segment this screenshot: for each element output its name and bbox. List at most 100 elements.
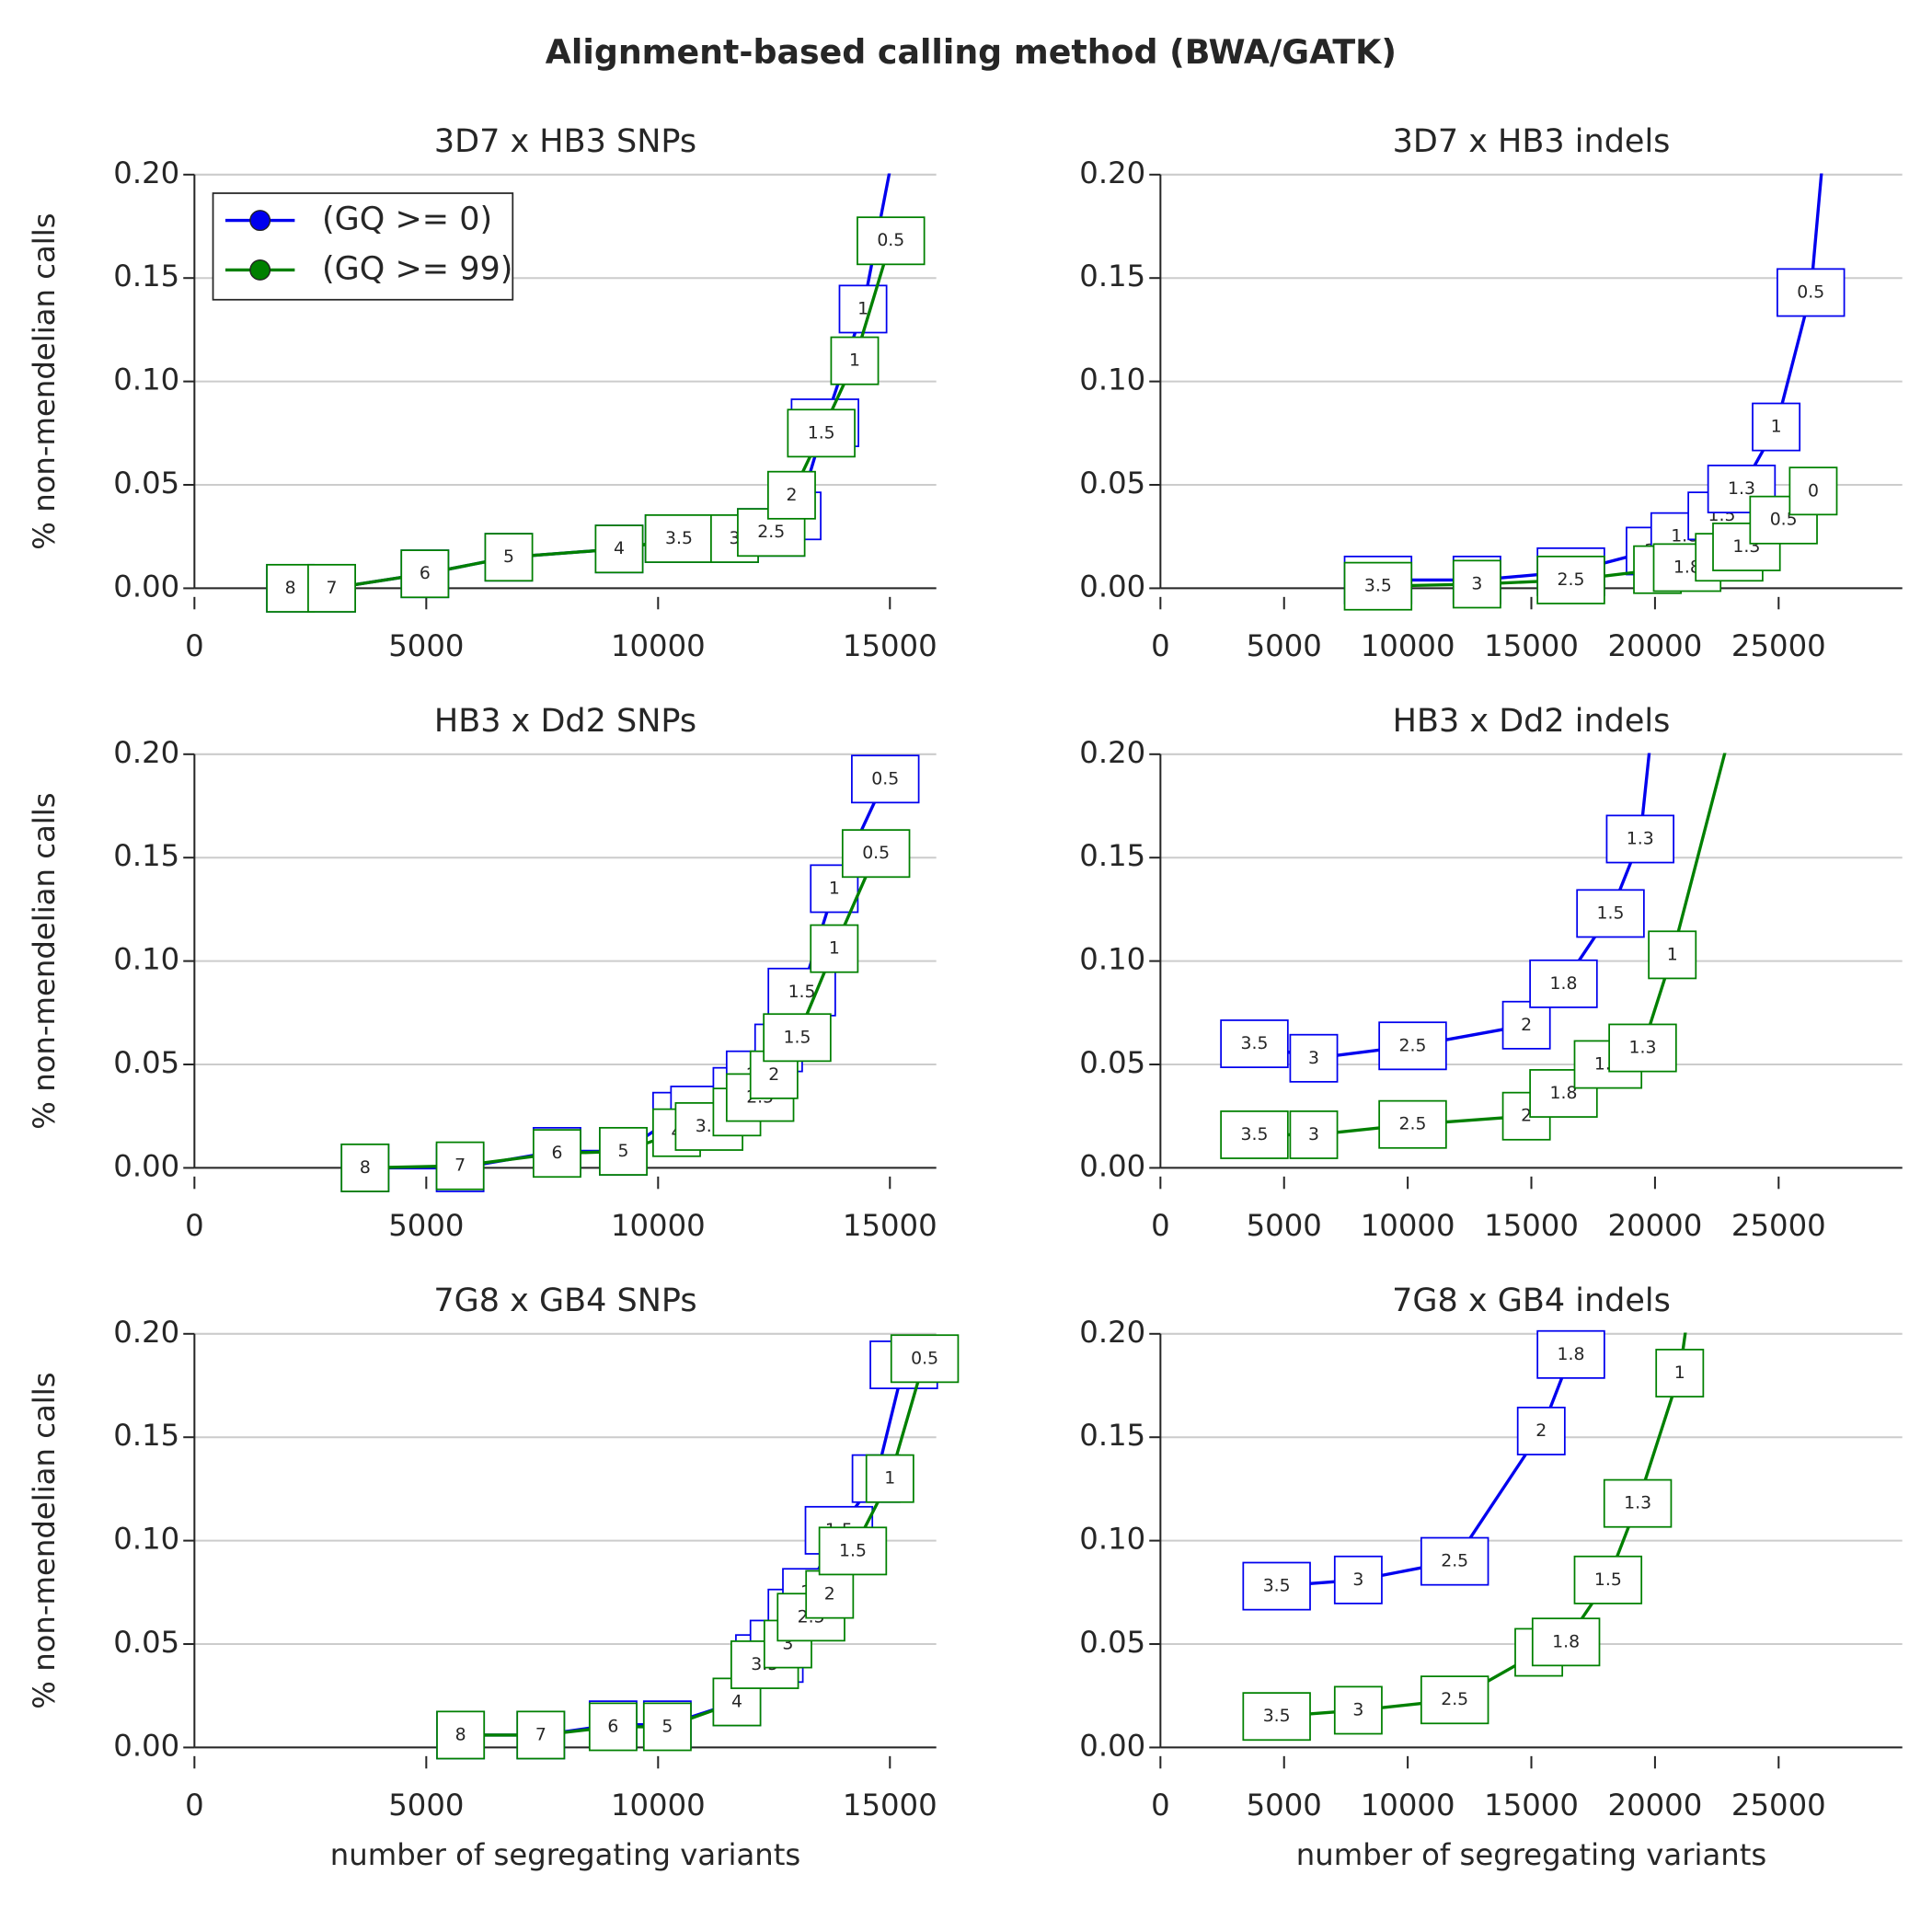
point-label: 0.5 [862, 844, 890, 863]
x-tick-label: 0 [1151, 1208, 1170, 1243]
point-label: 1.5 [788, 983, 816, 1002]
x-tick-label: 25000 [1731, 628, 1826, 663]
point-box [642, 1702, 692, 1752]
x-tick-label: 15000 [843, 1788, 937, 1823]
y-axis-label: % non-mendelian calls [27, 1372, 62, 1708]
y-tick-label: 0.15 [1079, 259, 1145, 293]
point-label: 3 [1308, 1049, 1319, 1068]
point-box [1529, 959, 1598, 1008]
point-box [340, 1143, 390, 1192]
x-tick-label: 5000 [1247, 628, 1322, 663]
point-box [1648, 930, 1697, 980]
point-box [400, 549, 450, 599]
point-label: 0.5 [877, 231, 904, 250]
point-box [1752, 402, 1801, 452]
point-box [516, 1710, 566, 1760]
point-label: 1.3 [1628, 1039, 1656, 1058]
point-box [1777, 268, 1846, 317]
point-label: 2 [786, 486, 797, 505]
point-label: 2 [1521, 1107, 1532, 1126]
point-label: 8 [455, 1725, 466, 1744]
point-label: 7 [327, 579, 338, 598]
x-tick-label: 25000 [1731, 1208, 1826, 1243]
point-label: 1 [1771, 418, 1782, 437]
point-label: 1.8 [1673, 558, 1701, 577]
point-label: 1.5 [784, 1028, 811, 1047]
y-tick-label: 0.15 [113, 259, 179, 293]
point-box [1452, 559, 1501, 609]
point-label: 2 [1521, 1016, 1532, 1035]
point-label: 1.3 [1624, 1494, 1651, 1513]
y-tick-label: 0.20 [1079, 155, 1145, 190]
point-box [1603, 1478, 1673, 1528]
point-box [1378, 1099, 1447, 1149]
point-box [435, 1141, 485, 1190]
point-label: 0 [1808, 481, 1819, 500]
point-box [1501, 1000, 1551, 1050]
point-label: 2 [1535, 1421, 1547, 1441]
point-box [1220, 1110, 1289, 1159]
point-label: 1 [829, 939, 840, 959]
point-box [1289, 1110, 1339, 1159]
y-axis-label: % non-mendelian calls [27, 792, 62, 1129]
point-box [857, 216, 926, 266]
point-label: 1.5 [808, 423, 835, 443]
point-box [1655, 1349, 1705, 1397]
y-tick-label: 0.05 [1079, 466, 1145, 500]
point-label: 7 [535, 1725, 546, 1744]
y-tick-label: 0.10 [1079, 1522, 1145, 1557]
point-box [841, 829, 911, 879]
y-tick-label: 0.10 [1079, 362, 1145, 397]
subplot-title: 7G8 x GB4 indels [1392, 1282, 1671, 1319]
point-label: 3 [1308, 1125, 1319, 1144]
point-box [851, 754, 920, 804]
point-label: 1.3 [1627, 829, 1654, 848]
y-tick-label: 0.15 [1079, 838, 1145, 873]
point-label: 4 [614, 539, 625, 558]
x-tick-label: 15000 [1484, 1208, 1579, 1243]
point-label: 1.5 [1597, 903, 1625, 923]
legend-label: (GQ >= 99) [322, 250, 512, 287]
x-axis-label: number of segregating variants [1296, 1837, 1766, 1872]
y-tick-label: 0.10 [1079, 942, 1145, 977]
point-label: 1.3 [1728, 479, 1755, 499]
x-tick-label: 15000 [1484, 628, 1579, 663]
point-box [1536, 1329, 1605, 1379]
point-label: 1.8 [1558, 1345, 1585, 1364]
subplot-title: HB3 x Dd2 indels [1393, 703, 1671, 740]
x-axis-label: number of segregating variants [330, 1837, 800, 1872]
point-box [787, 408, 856, 458]
point-box [1536, 555, 1605, 604]
point-label: 6 [551, 1144, 562, 1163]
point-box [810, 924, 859, 973]
point-box [1343, 561, 1413, 611]
point-label: 2.5 [1399, 1036, 1427, 1055]
y-tick-label: 0.15 [113, 1418, 179, 1453]
y-tick-label: 0.00 [1079, 569, 1145, 604]
point-label: 3 [729, 529, 740, 548]
x-tick-label: 0 [185, 1208, 204, 1243]
subplot-title: HB3 x Dd2 SNPs [434, 703, 696, 740]
subplot-title: 3D7 x HB3 SNPs [434, 123, 696, 160]
x-tick-label: 5000 [388, 1208, 464, 1243]
point-label: 2.5 [1441, 1552, 1468, 1571]
x-tick-label: 15000 [843, 1208, 937, 1243]
legend-marker [249, 210, 271, 232]
point-label: 0.5 [871, 769, 899, 788]
point-label: 1.8 [1549, 974, 1577, 994]
y-tick-label: 0.05 [1079, 1045, 1145, 1080]
point-label: 2 [768, 1065, 779, 1085]
subplot-title: 7G8 x GB4 SNPs [433, 1282, 696, 1319]
point-box [1289, 1033, 1339, 1083]
point-label: 3.5 [665, 529, 693, 548]
y-tick-label: 0.05 [1079, 1625, 1145, 1660]
point-label: 1 [884, 1469, 895, 1489]
point-box [588, 1702, 638, 1752]
figure-title: Alignment-based calling method (BWA/GATK… [546, 32, 1397, 72]
y-tick-label: 0.15 [1079, 1418, 1145, 1453]
x-tick-label: 0 [1151, 1788, 1170, 1823]
y-tick-label: 0.10 [113, 1522, 179, 1557]
point-label: 1 [849, 351, 860, 371]
x-tick-label: 0 [185, 1788, 204, 1823]
